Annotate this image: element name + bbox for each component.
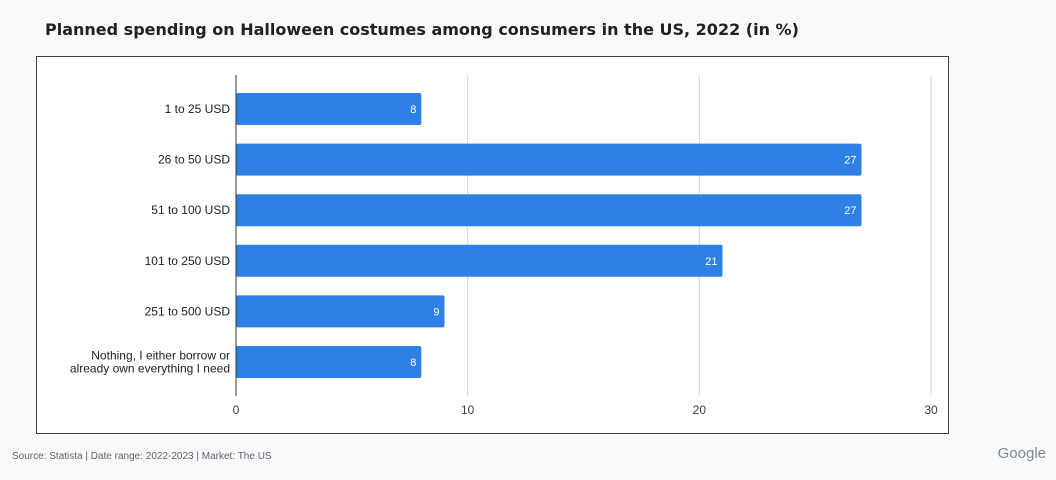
- bar-value-label: 21: [705, 256, 717, 268]
- category-label: already own everything I need: [70, 362, 230, 376]
- bar-value-label: 27: [844, 205, 856, 217]
- bar: [236, 295, 445, 328]
- category-label: 251 to 500 USD: [145, 304, 231, 318]
- bar: [236, 143, 862, 176]
- source-note: Source: Statista | Date range: 2022-2023…: [12, 451, 272, 462]
- bar-value-label: 27: [844, 155, 856, 167]
- bar: [236, 346, 422, 378]
- google-logo: Google: [997, 445, 1046, 462]
- category-label: 26 to 50 USD: [158, 153, 230, 167]
- chart-title: Planned spending on Halloween costumes a…: [45, 20, 799, 39]
- category-label: 101 to 250 USD: [145, 254, 231, 268]
- x-tick-label: 20: [693, 403, 707, 417]
- bar: [236, 194, 862, 227]
- category-label: Nothing, I either borrow or: [91, 349, 230, 363]
- bar-value-label: 8: [410, 357, 416, 369]
- category-label: 51 to 100 USD: [151, 203, 230, 217]
- x-tick-label: 0: [233, 403, 240, 417]
- category-label: 1 to 25 USD: [165, 102, 231, 116]
- bar-value-label: 9: [433, 306, 439, 318]
- bar: [236, 93, 422, 125]
- x-tick-label: 10: [461, 403, 475, 417]
- x-tick-label: 30: [924, 403, 938, 417]
- bar: [236, 244, 723, 277]
- bar-value-label: 8: [410, 104, 416, 116]
